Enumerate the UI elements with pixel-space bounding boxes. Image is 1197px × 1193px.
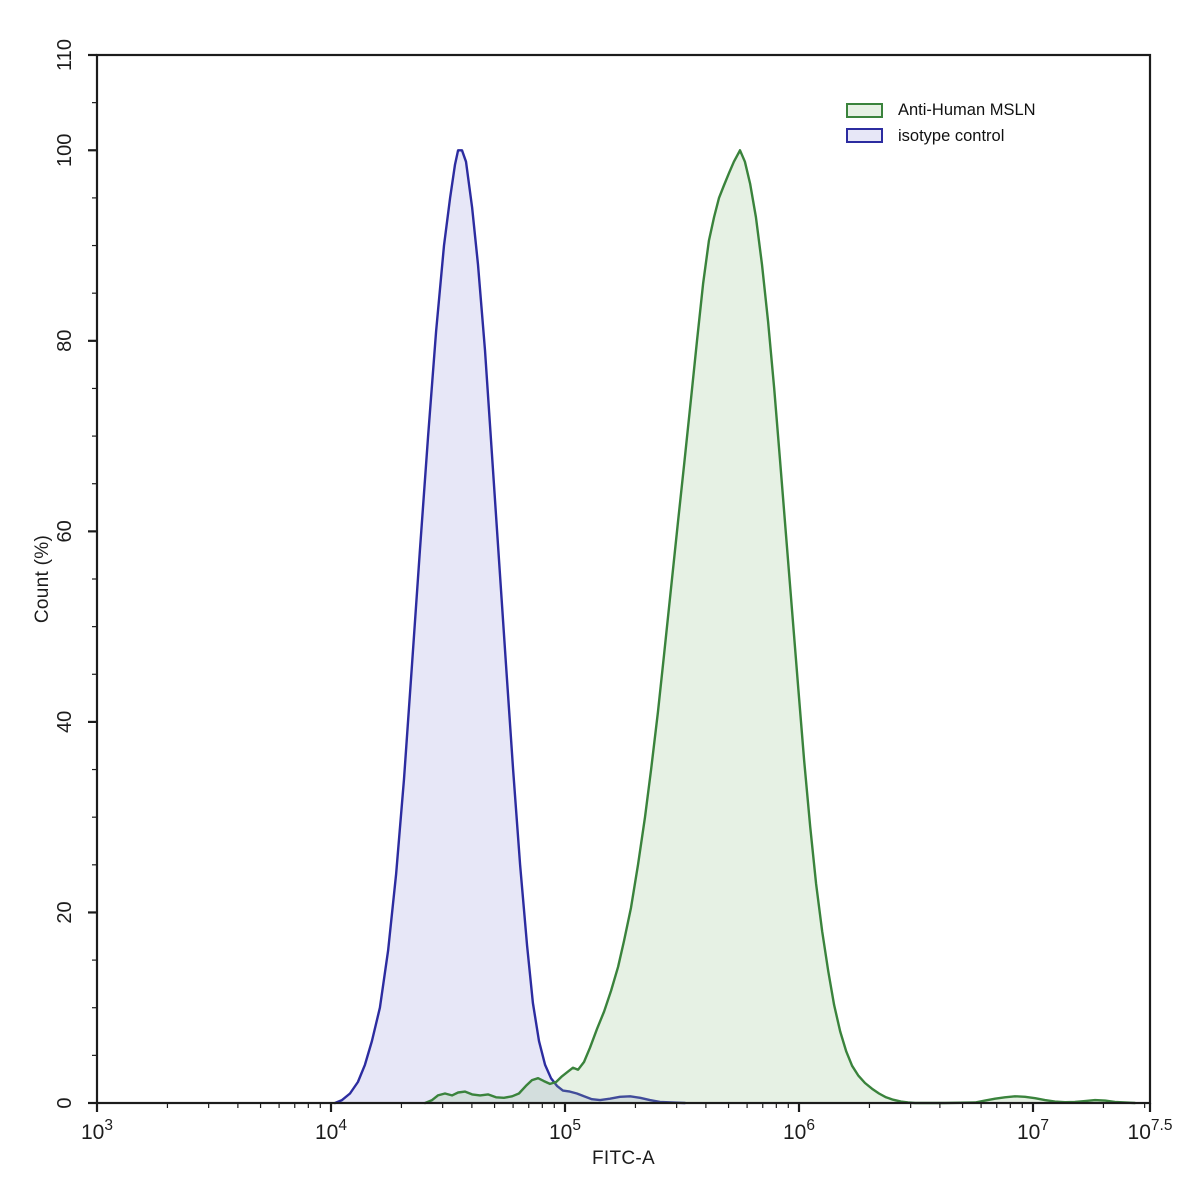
y-tick-label: 60 [54, 520, 76, 542]
legend-swatch-anti-human-msln [846, 102, 883, 118]
series-curve-isotype-control [333, 149, 687, 1105]
legend-item-isotype-control: isotype control [846, 126, 1036, 145]
series-area-anti-human-msln [425, 150, 1136, 1104]
y-tick-label: 80 [54, 330, 76, 352]
y-tick-label: 100 [54, 134, 76, 167]
y-tick-label: 110 [54, 39, 76, 71]
legend: Anti-Human MSLN isotype control [846, 102, 1036, 153]
legend-swatch-isotype-control [846, 128, 883, 144]
x-tick-label: 104 [315, 1117, 347, 1144]
y-axis-title: Count (%) [32, 534, 53, 624]
legend-label-isotype-control: isotype control [898, 126, 1005, 145]
y-tick-label: 40 [54, 711, 76, 733]
legend-item-anti-human-msln: Anti-Human MSLN [846, 102, 1036, 119]
legend-label-anti-human-msln: Anti-Human MSLN [898, 101, 1036, 119]
x-tick-label: 103 [81, 1117, 113, 1144]
x-axis-title: FITC-A [591, 1148, 655, 1169]
y-tick-label: 20 [54, 901, 76, 923]
x-tick-label: 107.5 [1128, 1117, 1173, 1144]
series-area-isotype-control [335, 150, 685, 1104]
x-tick-label: 106 [783, 1117, 815, 1144]
y-tick-label: 0 [54, 1097, 76, 1108]
x-tick-label: 107 [1017, 1117, 1049, 1144]
x-tick-label: 105 [549, 1117, 581, 1144]
